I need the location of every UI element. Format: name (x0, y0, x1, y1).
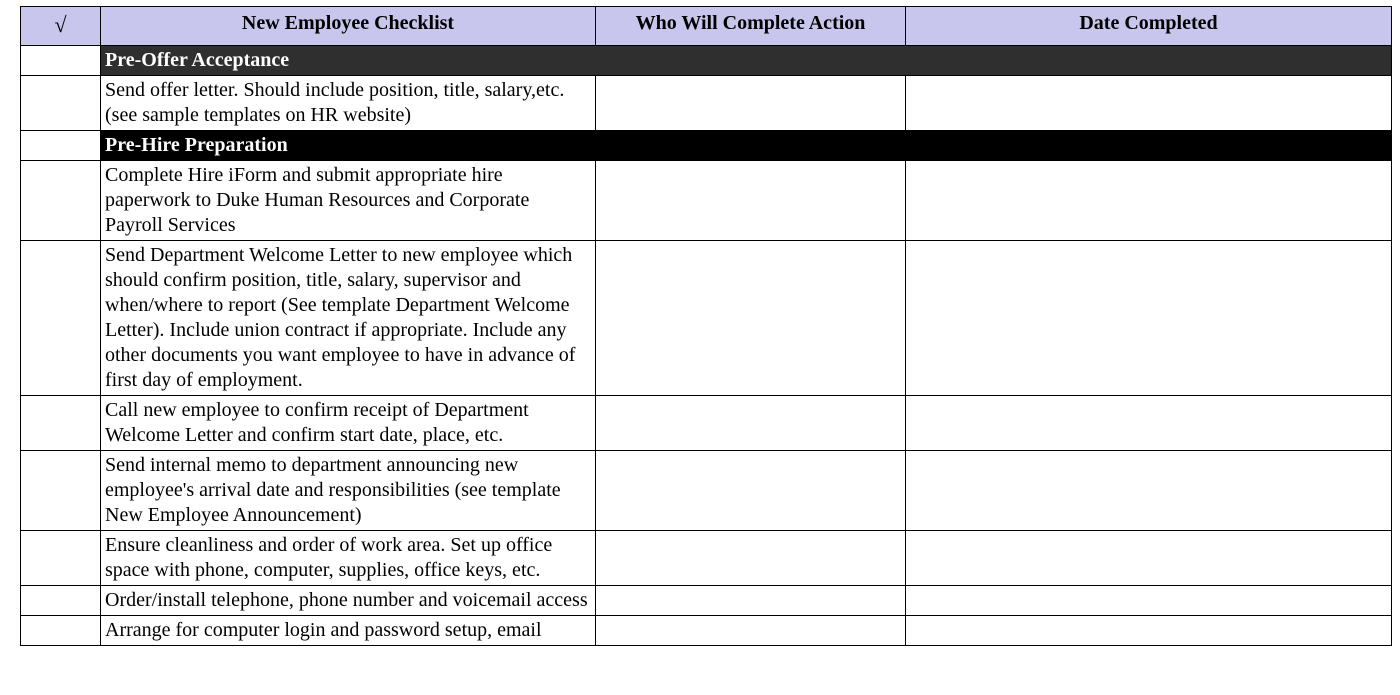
task-cell: Ensure cleanliness and order of work are… (101, 530, 596, 585)
check-cell[interactable] (21, 615, 101, 645)
header-who-column: Who Will Complete Action (596, 7, 906, 46)
who-cell[interactable] (596, 450, 906, 530)
table-row: Arrange for computer login and password … (21, 615, 1392, 645)
check-cell[interactable] (21, 395, 101, 450)
section-header-row: Pre-Hire Preparation (21, 130, 1392, 160)
header-check-column: √ (21, 7, 101, 46)
table-row: Ensure cleanliness and order of work are… (21, 530, 1392, 585)
who-cell[interactable] (596, 615, 906, 645)
date-cell[interactable] (906, 615, 1392, 645)
checklist-page: √ New Employee Checklist Who Will Comple… (0, 0, 1400, 646)
date-cell[interactable] (906, 160, 1392, 240)
task-cell: Arrange for computer login and password … (101, 615, 596, 645)
table-row: Send offer letter. Should include positi… (21, 75, 1392, 130)
check-cell[interactable] (21, 160, 101, 240)
section-title: Pre-Hire Preparation (101, 130, 1392, 160)
section-title: Pre-Offer Acceptance (101, 45, 1392, 75)
task-cell: Send offer letter. Should include positi… (101, 75, 596, 130)
who-cell[interactable] (596, 75, 906, 130)
date-cell[interactable] (906, 240, 1392, 395)
check-cell[interactable] (21, 75, 101, 130)
task-cell: Call new employee to confirm receipt of … (101, 395, 596, 450)
checklist-body: Pre-Offer AcceptanceSend offer letter. S… (21, 45, 1392, 645)
section-check-cell (21, 130, 101, 160)
table-row: Complete Hire iForm and submit appropria… (21, 160, 1392, 240)
table-header-row: √ New Employee Checklist Who Will Comple… (21, 7, 1392, 46)
task-cell: Send Department Welcome Letter to new em… (101, 240, 596, 395)
table-row: Call new employee to confirm receipt of … (21, 395, 1392, 450)
who-cell[interactable] (596, 160, 906, 240)
table-row: Send internal memo to department announc… (21, 450, 1392, 530)
table-row: Send Department Welcome Letter to new em… (21, 240, 1392, 395)
check-cell[interactable] (21, 585, 101, 615)
check-cell[interactable] (21, 240, 101, 395)
who-cell[interactable] (596, 585, 906, 615)
table-row: Order/install telephone, phone number an… (21, 585, 1392, 615)
date-cell[interactable] (906, 450, 1392, 530)
date-cell[interactable] (906, 585, 1392, 615)
check-cell[interactable] (21, 530, 101, 585)
header-task-column: New Employee Checklist (101, 7, 596, 46)
task-cell: Complete Hire iForm and submit appropria… (101, 160, 596, 240)
date-cell[interactable] (906, 530, 1392, 585)
check-cell[interactable] (21, 450, 101, 530)
checklist-table: √ New Employee Checklist Who Will Comple… (20, 6, 1392, 646)
section-check-cell (21, 45, 101, 75)
date-cell[interactable] (906, 75, 1392, 130)
who-cell[interactable] (596, 240, 906, 395)
who-cell[interactable] (596, 530, 906, 585)
who-cell[interactable] (596, 395, 906, 450)
date-cell[interactable] (906, 395, 1392, 450)
task-cell: Order/install telephone, phone number an… (101, 585, 596, 615)
task-cell: Send internal memo to department announc… (101, 450, 596, 530)
section-header-row: Pre-Offer Acceptance (21, 45, 1392, 75)
header-date-column: Date Completed (906, 7, 1392, 46)
